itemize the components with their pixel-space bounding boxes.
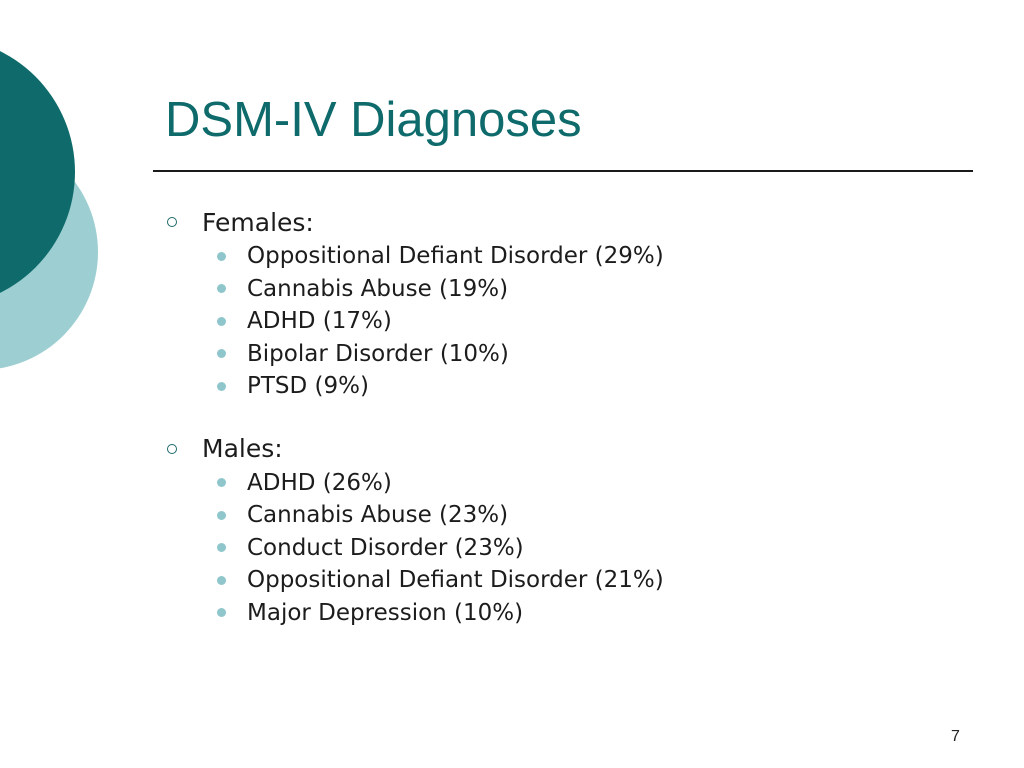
section-label: Females: (202, 207, 314, 237)
dot-bullet-icon (217, 349, 226, 359)
dot-bullet-icon (217, 251, 226, 261)
list-item-text: Oppositional Defiant Disorder (21%) (247, 567, 664, 594)
dot-bullet-icon (217, 608, 226, 618)
list-item-text: Cannabis Abuse (23%) (247, 502, 509, 529)
section-label: Males: (202, 434, 283, 463)
list-item: Conduct Disorder (23%) (217, 532, 965, 565)
list-item: Oppositional Defiant Disorder (29%) (217, 240, 965, 273)
decorative-circles (0, 51, 98, 369)
list-item-text: PTSD (9%) (247, 373, 369, 400)
list-item: Oppositional Defiant Disorder (21%) (217, 564, 965, 597)
slide-number: 7 (951, 728, 960, 745)
list-item: ADHD (26%) (217, 467, 965, 500)
list-item-text: Bipolar Disorder (10%) (247, 340, 509, 367)
hollow-circle-bullet-icon (167, 217, 177, 227)
dot-bullet-icon (217, 510, 226, 520)
list-item: Major Depression (10%) (217, 597, 965, 630)
title-divider (153, 170, 973, 172)
dot-bullet-icon (217, 316, 226, 326)
list-item-text: ADHD (17%) (247, 308, 392, 335)
dot-bullet-icon (217, 575, 226, 585)
list-item: Cannabis Abuse (19%) (217, 273, 965, 306)
section-heading: Females: (165, 204, 965, 240)
list-item: Cannabis Abuse (23%) (217, 499, 965, 532)
list-item-text: Cannabis Abuse (19%) (247, 275, 509, 302)
list-item: Bipolar Disorder (10%) (217, 338, 965, 371)
section-females: Females: Oppositional Defiant Disorder (… (165, 204, 965, 403)
hollow-circle-bullet-icon (167, 443, 177, 454)
list-item-text: Oppositional Defiant Disorder (29%) (247, 243, 664, 270)
list-item-text: Conduct Disorder (23%) (247, 534, 524, 561)
list-item-text: ADHD (26%) (247, 469, 392, 496)
dot-bullet-icon (217, 381, 226, 391)
section-heading: Males: (165, 431, 965, 467)
dot-bullet-icon (217, 284, 226, 294)
section-males: Males: ADHD (26%) Cannabis Abuse (23%) C… (165, 431, 965, 630)
diagnosis-list: Oppositional Defiant Disorder (29%) Cann… (165, 240, 965, 403)
diagnosis-list: ADHD (26%) Cannabis Abuse (23%) Conduct … (165, 467, 965, 630)
list-item-text: Major Depression (10%) (247, 599, 524, 626)
slide-content: Females: Oppositional Defiant Disorder (… (165, 204, 965, 657)
list-item: ADHD (17%) (217, 305, 965, 338)
dark-teal-circle (0, 51, 75, 293)
dot-bullet-icon (217, 543, 226, 553)
list-item: PTSD (9%) (217, 370, 965, 403)
dot-bullet-icon (217, 478, 226, 488)
slide-title: DSM-IV Diagnoses (165, 93, 582, 147)
